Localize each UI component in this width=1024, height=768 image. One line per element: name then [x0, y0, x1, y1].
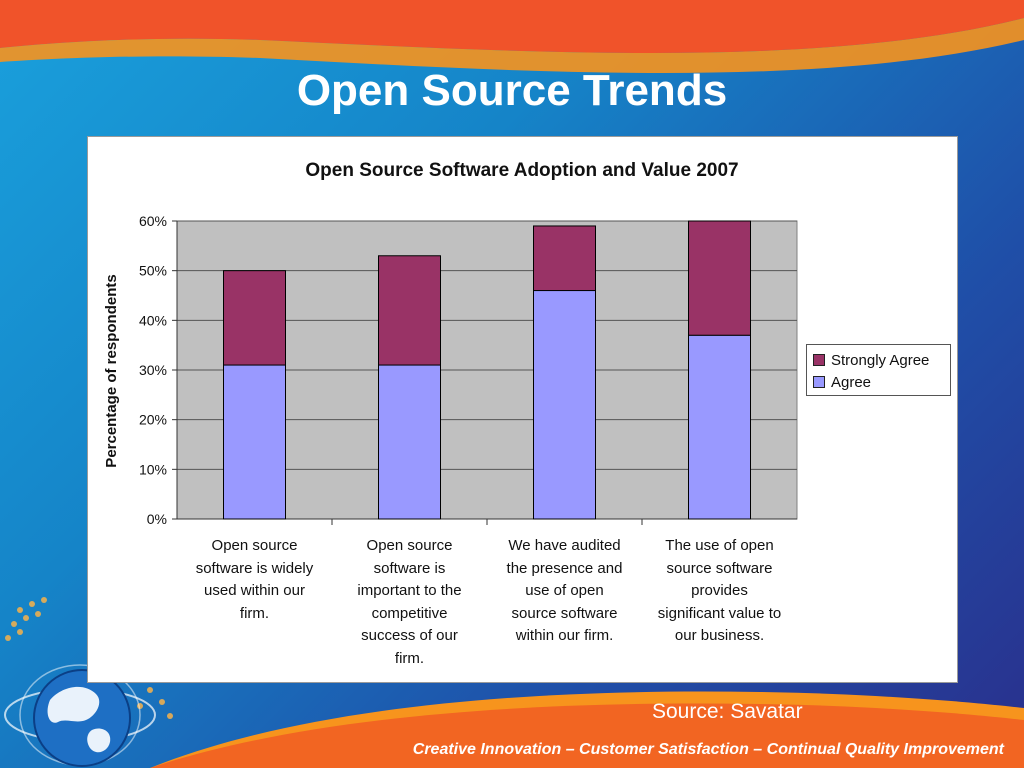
top-orange-swoosh [0, 0, 1024, 73]
chart-legend: Strongly Agree Agree [806, 344, 951, 396]
bar-agree [688, 334, 751, 520]
globe-graphic [4, 597, 173, 767]
x-tick-label-line: used within our [204, 582, 305, 599]
legend-label-agree: Agree [831, 373, 872, 391]
x-tick-label-line: Open source [366, 537, 453, 554]
x-tick-label-line: success of our [361, 627, 458, 644]
y-tick-label: 20% [139, 412, 167, 428]
legend-item-agree: Agree [813, 371, 950, 393]
x-tick-label: The use of open source software provides si… [645, 535, 795, 648]
legend-swatch-agree [813, 376, 825, 388]
slide-title: Open Source Trends [296, 66, 728, 115]
chart-title: Open Source Software Adoption and Value … [305, 160, 738, 181]
x-tick-label-line: competitive [371, 604, 448, 622]
footer-tagline: Creative Innovation – Customer Satisfact… [412, 741, 1004, 758]
x-tick-label-line: We have audited [508, 537, 621, 554]
source-note: Source: Savatar [652, 700, 803, 723]
legend-label-strongly-agree: Strongly Agree [831, 351, 930, 369]
x-tick-label-line: important to the [357, 582, 462, 599]
x-tick-label-line: firm. [239, 604, 270, 622]
x-tick-label-line: software is widely [195, 559, 314, 577]
x-tick-label-line: source software [511, 604, 618, 622]
x-tick-label-line: provides [691, 582, 748, 599]
legend-item-strongly-agree: Strongly Agree [813, 349, 950, 371]
bar-chart: Open Source Software Adoption and Value … [103, 160, 798, 527]
bar-agree [223, 364, 286, 520]
y-tick-label: 30% [139, 362, 167, 378]
x-tick-label-line: The use of open [665, 537, 774, 554]
x-tick-label-line: source software [666, 559, 773, 577]
bar-agree [533, 290, 596, 520]
x-tick-label: We have audited the presence and use of op… [490, 535, 640, 648]
bar-strongly-agree [688, 220, 751, 336]
bar-strongly-agree [223, 270, 286, 366]
x-tick-label-line: Open source [211, 537, 298, 554]
y-tick-label: 40% [139, 312, 167, 328]
y-tick-label: 0% [147, 511, 167, 527]
x-tick-label: Open source software is important to the co… [335, 535, 485, 670]
chart-panel: Open Source Software Adoption and Value … [87, 136, 958, 683]
x-tick-label-line: our business. [674, 627, 765, 644]
bar-strongly-agree [533, 225, 596, 292]
x-tick-label-line: the presence and [506, 559, 623, 577]
x-tick-label: Open source software is widely used within… [180, 535, 330, 625]
bar-agree [378, 364, 441, 520]
x-tick-label-line: use of open [525, 582, 604, 599]
bar-strongly-agree [378, 255, 441, 366]
y-tick-label: 50% [139, 263, 167, 279]
y-axis-label: Percentage of respondents [103, 274, 120, 467]
bottom-orange-swoosh [150, 691, 1024, 768]
x-tick-label-line: firm. [394, 649, 425, 667]
x-tick-label-line: significant value to [657, 604, 782, 622]
legend-swatch-strongly-agree [813, 354, 825, 366]
x-tick-label-line: software is [373, 559, 446, 577]
x-tick-label-line: within our firm. [515, 627, 614, 644]
y-tick-label: 10% [139, 461, 167, 477]
y-tick-label: 60% [139, 213, 167, 229]
